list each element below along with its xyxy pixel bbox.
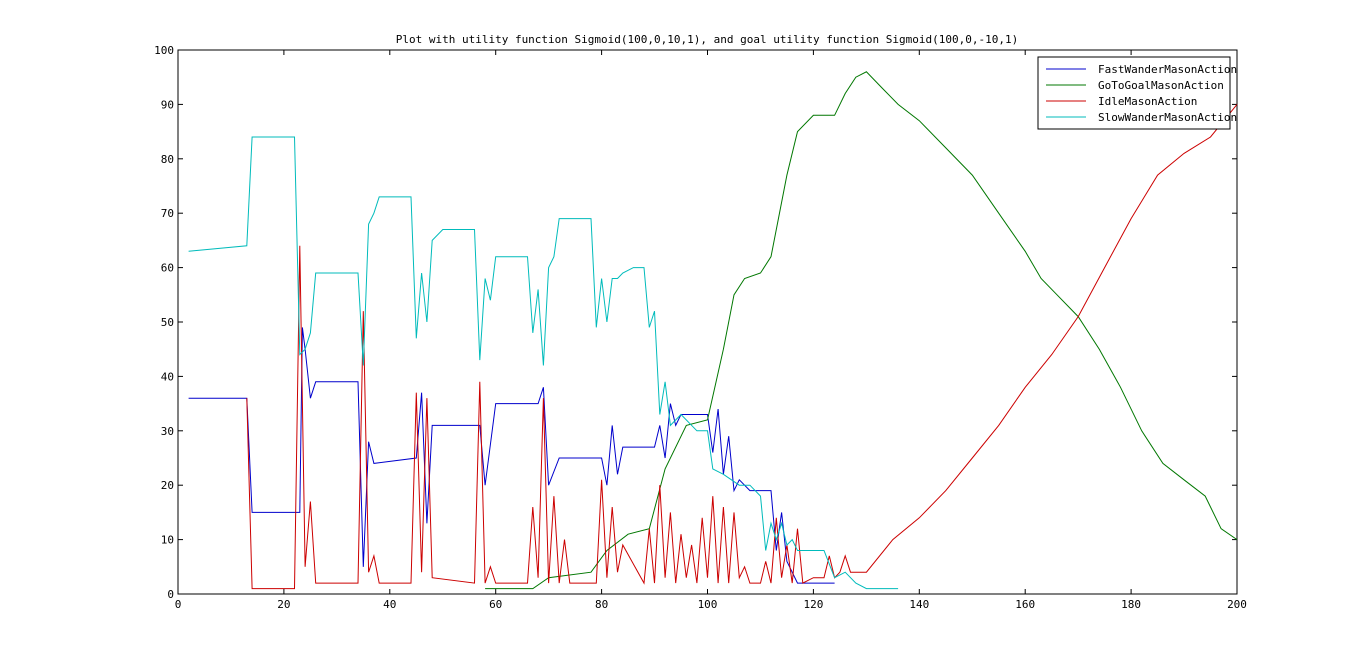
x-tick-label: 200 [1227,598,1247,611]
y-tick-label: 40 [161,370,174,383]
y-tick-label: 30 [161,425,174,438]
x-tick-label: 160 [1015,598,1035,611]
x-tick-label: 100 [698,598,718,611]
y-tick-label: 60 [161,262,174,275]
legend-entry: SlowWanderMasonAction [1098,111,1237,124]
y-tick-label: 50 [161,316,174,329]
y-tick-label: 90 [161,98,174,111]
axes-box [177,49,1238,595]
series-line-FastWanderMasonAction [188,327,835,584]
y-tick-label: 0 [167,588,174,601]
x-tick-label: 40 [383,598,396,611]
legend: FastWanderMasonAction GoToGoalMasonAction… [1037,56,1237,130]
legend-entry: GoToGoalMasonAction [1098,79,1224,92]
y-tick-label: 100 [154,44,174,57]
x-tick-label: 140 [909,598,929,611]
x-tick-label: 80 [595,598,608,611]
y-tick-label: 20 [161,479,174,492]
plot-area: 0 20 40 60 80 100 120 140 160 180 200 0 10 20 30 40 50 60… [154,44,1247,611]
chart-title: Plot with utility function Sigmoid(100,0… [396,33,1019,46]
x-tick-label: 60 [489,598,502,611]
y-tick-label: 70 [161,207,174,220]
series-line-GoToGoalMasonAction [485,71,1238,590]
legend-entry: FastWanderMasonAction [1098,63,1237,76]
legend-entry: IdleMasonAction [1098,95,1197,108]
y-tick-label: 80 [161,153,174,166]
y-tick-label: 10 [161,534,174,547]
x-tick-label: 180 [1121,598,1141,611]
series-line-SlowWanderMasonAction [188,136,899,590]
x-tick-label: 20 [277,598,290,611]
x-tick-label: 0 [175,598,182,611]
x-tick-label: 120 [803,598,823,611]
series-line-IdleMasonAction [246,104,1238,590]
